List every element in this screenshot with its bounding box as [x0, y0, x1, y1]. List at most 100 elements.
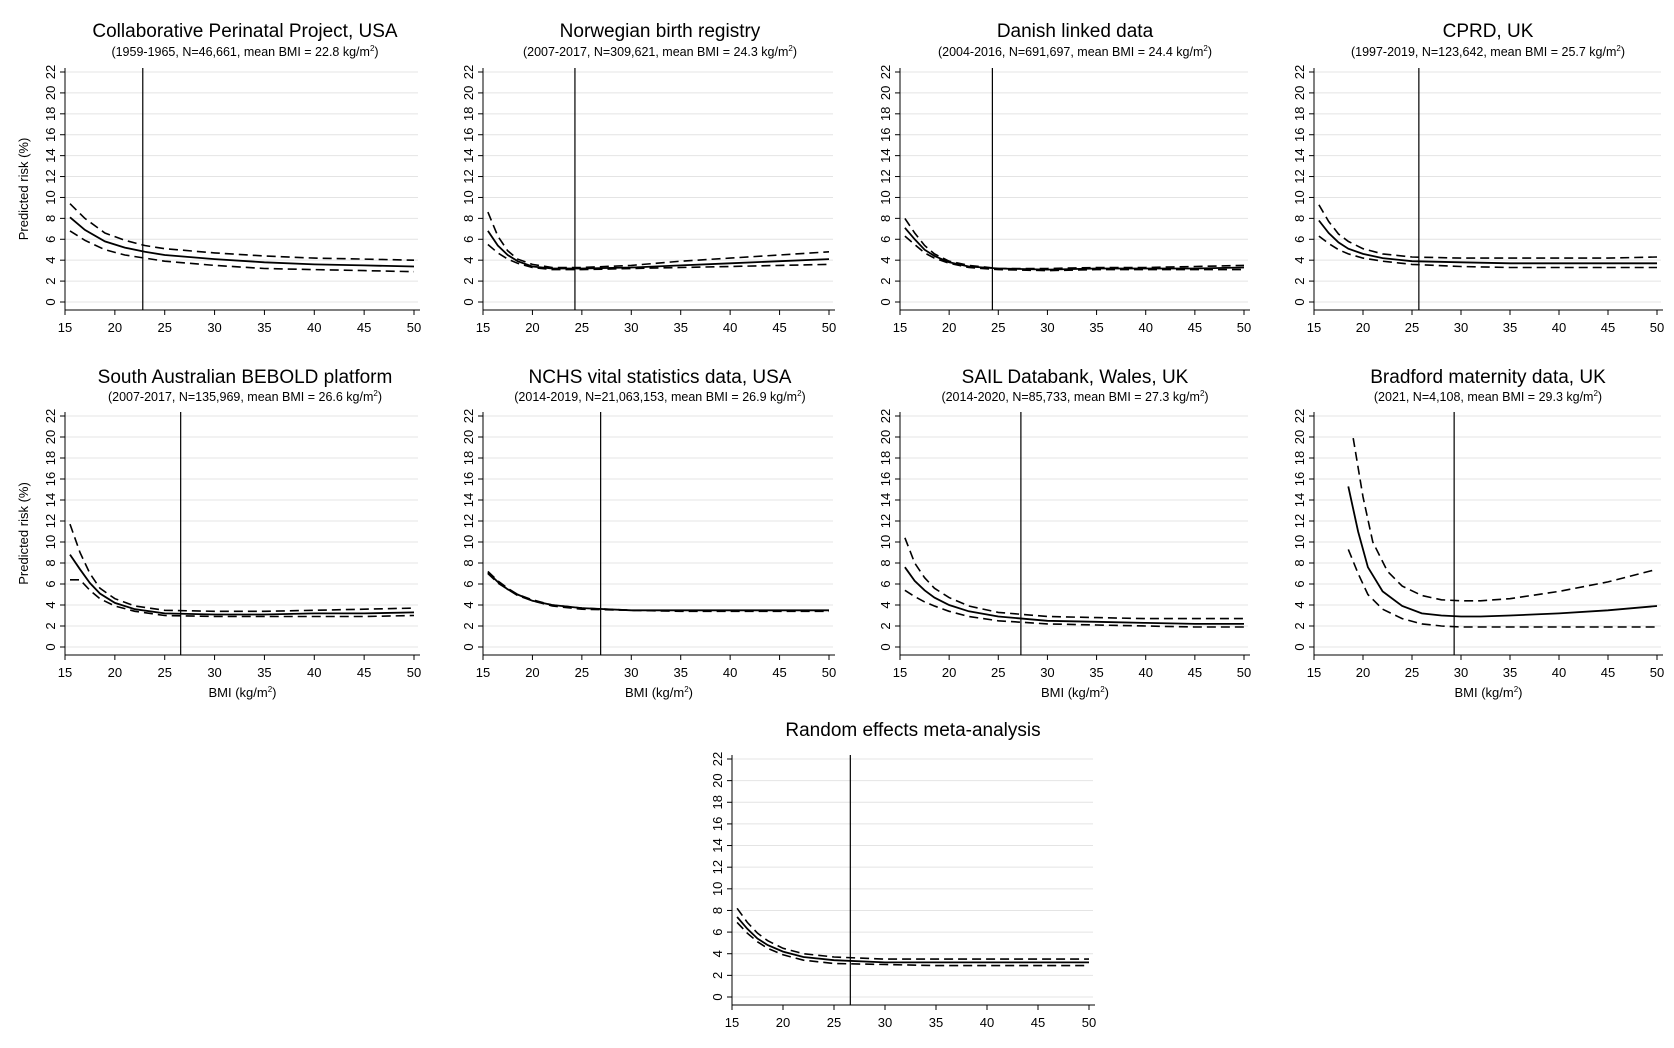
- y-tick-label: 10: [1292, 535, 1307, 549]
- x-axis-label-text: BMI (kg/m: [1041, 685, 1100, 700]
- y-tick-label: 20: [710, 773, 725, 787]
- upper-ci-line: [69, 523, 415, 613]
- panel-subtitle: (1997-2019, N=123,642, mean BMI = 25.7 k…: [1351, 44, 1625, 59]
- upper-ci-line: [904, 217, 1245, 270]
- y-tick-label: 14: [878, 148, 893, 162]
- x-tick-label: 25: [991, 320, 1005, 335]
- y-tick-label: 18: [461, 451, 476, 465]
- y-tick-label: 0: [461, 643, 476, 650]
- chart-panel-2: Norwegian birth registry (2007-2017, N=30…: [461, 21, 836, 335]
- y-tick-label: 10: [43, 535, 58, 549]
- y-tick-label: 20: [1292, 430, 1307, 444]
- panel-subtitle-text: (2021, N=4,108, mean BMI = 29.3 kg/m: [1374, 390, 1594, 404]
- y-tick-label: 0: [878, 298, 893, 305]
- predicted-risk-line: [1347, 486, 1658, 618]
- x-tick-label: 20: [525, 665, 539, 680]
- panel-title: Norwegian birth registry: [560, 21, 761, 42]
- y-tick-label: 4: [710, 950, 725, 957]
- x-tick-label: 15: [476, 665, 490, 680]
- panel-title: South Australian BEBOLD platform: [98, 367, 393, 388]
- y-tick-label: 22: [878, 65, 893, 79]
- x-tick-label: 45: [1031, 1015, 1045, 1030]
- y-axis-label: Predicted risk (%): [16, 482, 31, 585]
- x-tick-label: 25: [991, 665, 1005, 680]
- y-tick-label: 16: [878, 472, 893, 486]
- y-tick-label: 6: [710, 928, 725, 935]
- panel-subtitle: (2014-2020, N=85,733, mean BMI = 27.3 kg…: [941, 389, 1208, 404]
- x-tick-label: 30: [207, 320, 221, 335]
- panel-subtitle-superscript: 2: [1203, 44, 1208, 53]
- y-tick-label: 10: [461, 535, 476, 549]
- x-tick-label: 20: [525, 320, 539, 335]
- upper-ci-line: [1318, 204, 1658, 259]
- y-tick-label: 14: [878, 493, 893, 507]
- x-tick-label: 25: [157, 320, 171, 335]
- y-tick-label: 6: [878, 236, 893, 243]
- chart-panel-7: SAIL Databank, Wales, UK (2014-2020, N=85…: [878, 367, 1251, 700]
- panel-title: Bradford maternity data, UK: [1370, 367, 1606, 388]
- panel-subtitle-close: ): [374, 45, 378, 59]
- y-tick-label: 18: [1292, 451, 1307, 465]
- upper-ci-line: [69, 203, 415, 261]
- panel-subtitle-close: ): [1204, 390, 1208, 404]
- x-tick-label: 15: [58, 665, 72, 680]
- x-tick-label: 15: [893, 320, 907, 335]
- panel-subtitle: (2021, N=4,108, mean BMI = 29.3 kg/m2): [1374, 389, 1602, 404]
- y-tick-label: 20: [878, 86, 893, 100]
- x-tick-label: 50: [822, 320, 836, 335]
- predicted-risk-line: [736, 916, 1089, 964]
- y-tick-label: 4: [1292, 601, 1307, 608]
- y-tick-label: 8: [878, 559, 893, 566]
- y-tick-label: 8: [461, 559, 476, 566]
- panel-subtitle-superscript: 2: [788, 44, 793, 53]
- y-tick-label: 4: [878, 257, 893, 264]
- x-axis-label: BMI (kg/m2): [1454, 685, 1522, 700]
- panel-subtitle-close: ): [378, 390, 382, 404]
- panel-subtitle-superscript: 2: [370, 44, 375, 53]
- x-tick-label: 30: [1454, 665, 1468, 680]
- y-tick-label: 14: [461, 148, 476, 162]
- panel-subtitle: (2004-2016, N=691,697, mean BMI = 24.4 k…: [938, 44, 1212, 59]
- y-tick-label: 2: [710, 972, 725, 979]
- x-tick-label: 35: [1089, 320, 1103, 335]
- x-tick-label: 35: [257, 320, 271, 335]
- y-tick-label: 22: [1292, 409, 1307, 423]
- x-tick-label: 40: [1552, 320, 1566, 335]
- y-tick-label: 8: [710, 907, 725, 914]
- x-tick-label: 50: [822, 665, 836, 680]
- x-tick-label: 45: [772, 665, 786, 680]
- y-tick-label: 20: [43, 86, 58, 100]
- x-tick-label: 15: [725, 1015, 739, 1030]
- x-tick-label: 25: [575, 665, 589, 680]
- x-tick-label: 40: [723, 320, 737, 335]
- x-axis-label-close: ): [272, 685, 276, 700]
- y-tick-label: 12: [461, 514, 476, 528]
- panel-subtitle: (2007-2017, N=309,621, mean BMI = 24.3 k…: [523, 44, 797, 59]
- y-tick-label: 14: [461, 493, 476, 507]
- predicted-risk-line: [904, 227, 1245, 271]
- y-tick-label: 12: [1292, 514, 1307, 528]
- x-tick-label: 45: [1601, 320, 1615, 335]
- y-tick-label: 8: [1292, 559, 1307, 566]
- y-tick-label: 16: [878, 127, 893, 141]
- x-axis-label-text: BMI (kg/m: [625, 685, 684, 700]
- panel-subtitle-superscript: 2: [797, 389, 802, 398]
- x-tick-label: 30: [624, 665, 638, 680]
- x-tick-label: 45: [1601, 665, 1615, 680]
- x-tick-label: 35: [929, 1015, 943, 1030]
- x-tick-label: 15: [476, 320, 490, 335]
- y-tick-label: 8: [878, 215, 893, 222]
- x-tick-label: 45: [1188, 320, 1202, 335]
- panel-subtitle-superscript: 2: [1200, 389, 1205, 398]
- x-tick-label: 20: [942, 320, 956, 335]
- x-tick-label: 15: [893, 665, 907, 680]
- y-tick-label: 22: [461, 409, 476, 423]
- lower-ci-line: [736, 921, 1089, 967]
- y-tick-label: 12: [710, 860, 725, 874]
- panel-title: Collaborative Perinatal Project, USA: [92, 21, 398, 42]
- predicted-risk-line: [69, 554, 415, 616]
- chart-panel-1: Collaborative Perinatal Project, USA (195…: [16, 21, 421, 335]
- x-tick-label: 30: [1040, 320, 1054, 335]
- y-tick-label: 2: [461, 622, 476, 629]
